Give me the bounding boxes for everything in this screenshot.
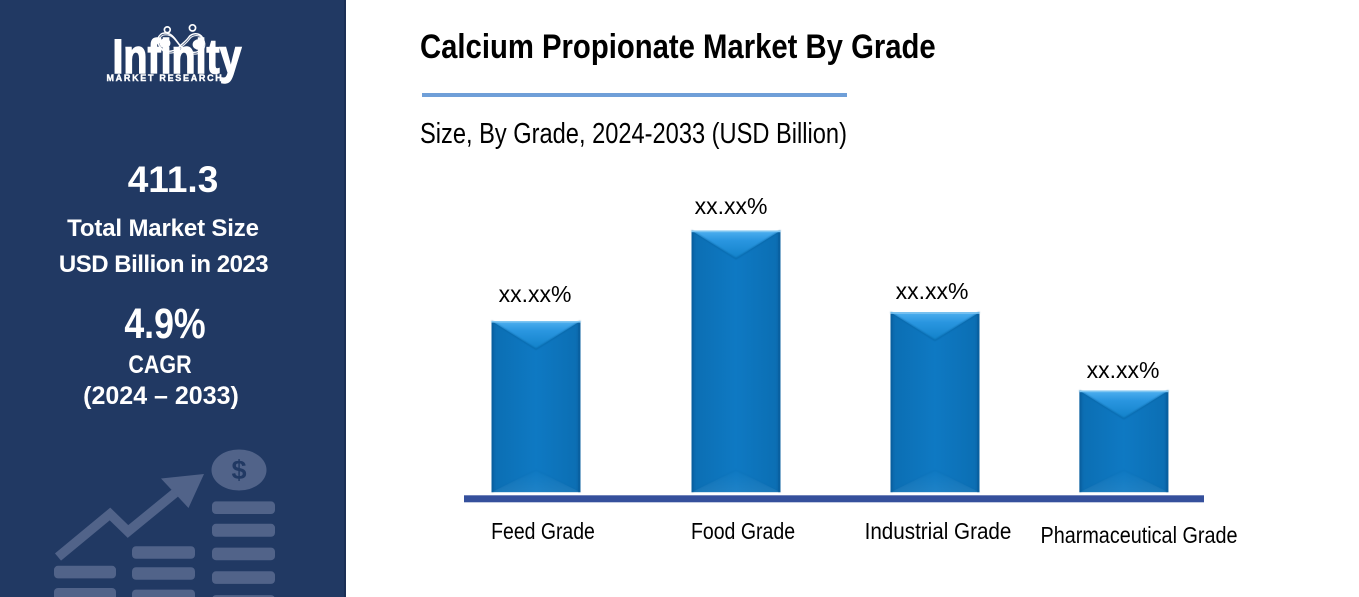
svg-text:$: $ (231, 455, 246, 485)
